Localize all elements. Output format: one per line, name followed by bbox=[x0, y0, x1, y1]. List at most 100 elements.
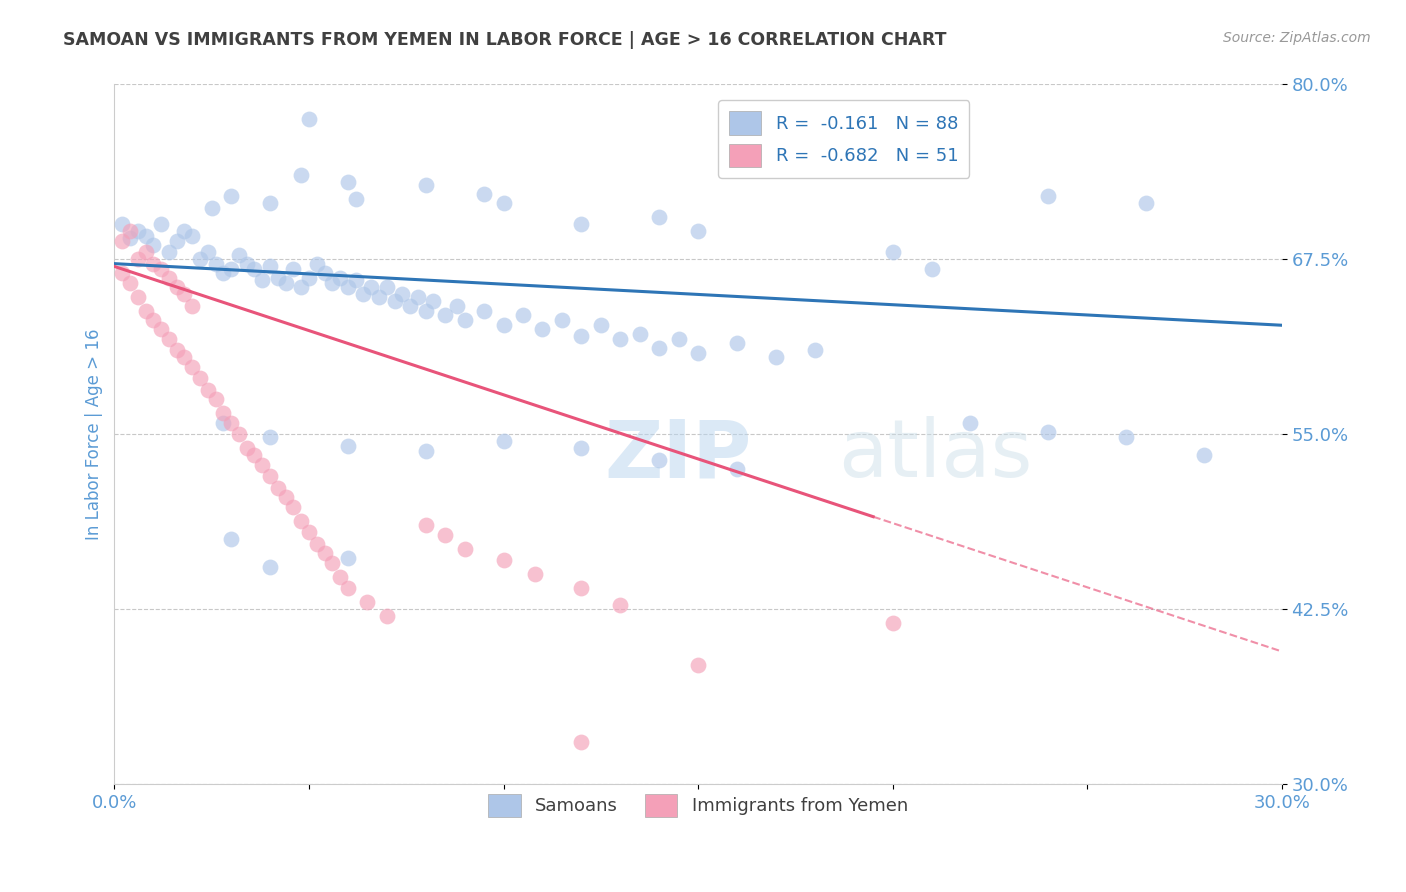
Point bbox=[406, 290, 429, 304]
Point bbox=[882, 616, 904, 631]
Point bbox=[243, 262, 266, 277]
Point bbox=[290, 169, 312, 183]
Text: SAMOAN VS IMMIGRANTS FROM YEMEN IN LABOR FORCE | AGE > 16 CORRELATION CHART: SAMOAN VS IMMIGRANTS FROM YEMEN IN LABOR… bbox=[63, 31, 946, 49]
Point bbox=[259, 196, 281, 211]
Point bbox=[243, 449, 266, 463]
Point bbox=[150, 218, 173, 232]
Point bbox=[804, 343, 827, 358]
Point bbox=[344, 192, 367, 206]
Point bbox=[118, 231, 141, 245]
Point bbox=[415, 444, 437, 458]
Point bbox=[628, 326, 651, 341]
Point bbox=[259, 560, 281, 574]
Point bbox=[492, 196, 515, 211]
Point bbox=[391, 287, 413, 301]
Point bbox=[336, 550, 359, 565]
Point bbox=[290, 280, 312, 294]
Point bbox=[166, 343, 188, 358]
Point bbox=[219, 533, 242, 547]
Point bbox=[305, 257, 328, 271]
Point bbox=[686, 224, 709, 238]
Point bbox=[197, 245, 219, 260]
Point bbox=[725, 462, 748, 476]
Point bbox=[921, 262, 943, 277]
Point bbox=[298, 270, 321, 285]
Point bbox=[135, 245, 157, 260]
Point bbox=[1038, 189, 1060, 203]
Point bbox=[298, 112, 321, 127]
Point bbox=[305, 536, 328, 550]
Point bbox=[352, 287, 374, 301]
Point bbox=[569, 735, 592, 749]
Point bbox=[399, 299, 422, 313]
Point bbox=[298, 525, 321, 540]
Point bbox=[1135, 196, 1157, 211]
Point bbox=[235, 257, 257, 271]
Point bbox=[959, 416, 981, 430]
Point bbox=[356, 595, 378, 609]
Point bbox=[181, 360, 204, 375]
Point bbox=[551, 312, 574, 326]
Point bbox=[472, 186, 495, 201]
Point bbox=[336, 176, 359, 190]
Point bbox=[492, 318, 515, 333]
Point bbox=[219, 416, 242, 430]
Point bbox=[321, 556, 343, 570]
Point bbox=[375, 280, 398, 294]
Point bbox=[1192, 449, 1215, 463]
Point bbox=[329, 270, 352, 285]
Point bbox=[197, 383, 219, 397]
Point bbox=[274, 277, 297, 291]
Point bbox=[492, 553, 515, 567]
Point bbox=[173, 287, 195, 301]
Point bbox=[201, 201, 224, 215]
Point bbox=[368, 290, 391, 304]
Point bbox=[609, 599, 631, 613]
Point bbox=[531, 322, 554, 336]
Point bbox=[252, 273, 274, 287]
Point bbox=[446, 299, 468, 313]
Point bbox=[648, 211, 671, 225]
Point bbox=[259, 469, 281, 483]
Point bbox=[142, 238, 165, 252]
Point bbox=[252, 458, 274, 473]
Point bbox=[235, 442, 257, 456]
Point bbox=[434, 309, 457, 323]
Point bbox=[111, 218, 134, 232]
Point bbox=[259, 430, 281, 444]
Point bbox=[415, 304, 437, 318]
Point bbox=[135, 304, 157, 318]
Point bbox=[204, 257, 226, 271]
Point bbox=[512, 309, 534, 323]
Point bbox=[569, 442, 592, 456]
Point bbox=[648, 341, 671, 355]
Point bbox=[118, 224, 141, 238]
Point bbox=[228, 248, 250, 262]
Point bbox=[267, 270, 290, 285]
Point bbox=[725, 336, 748, 351]
Point bbox=[668, 332, 690, 346]
Point bbox=[314, 267, 336, 281]
Point bbox=[219, 189, 242, 203]
Point bbox=[523, 567, 546, 582]
Point bbox=[453, 312, 475, 326]
Point bbox=[1038, 425, 1060, 439]
Point bbox=[569, 582, 592, 596]
Point bbox=[569, 329, 592, 343]
Text: atlas: atlas bbox=[838, 417, 1032, 494]
Point bbox=[259, 260, 281, 274]
Point bbox=[283, 500, 305, 515]
Point bbox=[1115, 430, 1137, 444]
Legend: Samoans, Immigrants from Yemen: Samoans, Immigrants from Yemen bbox=[481, 787, 915, 824]
Point bbox=[157, 332, 180, 346]
Point bbox=[336, 582, 359, 596]
Point bbox=[166, 280, 188, 294]
Point bbox=[111, 267, 134, 281]
Point bbox=[127, 224, 149, 238]
Point bbox=[415, 178, 437, 193]
Point bbox=[188, 252, 211, 267]
Point bbox=[472, 304, 495, 318]
Point bbox=[344, 273, 367, 287]
Point bbox=[188, 371, 211, 385]
Point bbox=[212, 416, 235, 430]
